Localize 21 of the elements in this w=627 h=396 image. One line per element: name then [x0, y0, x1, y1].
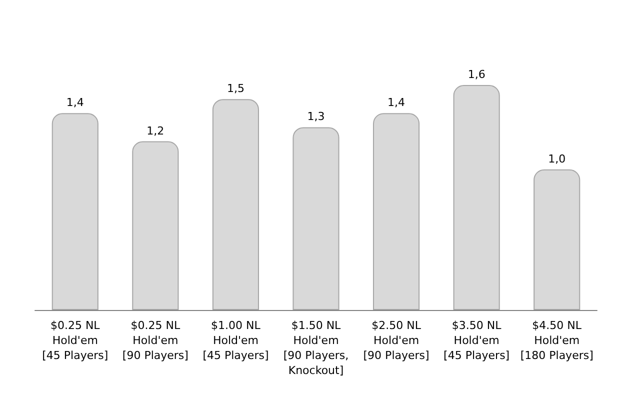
bar [292, 127, 340, 310]
x-tick-label: $4.50 NL Hold'em [180 Players] [520, 319, 594, 362]
bar [534, 169, 580, 310]
x-tick-label: $2.50 NL Hold'em [90 Players] [363, 319, 430, 362]
bar [132, 141, 179, 310]
data-label: 1,6 [468, 68, 486, 81]
x-tick-label: $3.50 NL Hold'em [45 Players] [444, 319, 510, 362]
bar [212, 99, 259, 310]
data-label: 1,5 [226, 82, 244, 96]
data-label: 1,3 [307, 110, 325, 124]
x-tick-label: $1.50 NL Hold'em [90 Players, Knockout] [283, 319, 349, 377]
bar [52, 113, 98, 310]
x-tick-label: $0.25 NL Hold'em [90 Players] [122, 319, 188, 362]
data-label: 1,0 [548, 152, 566, 166]
x-tick-label: $0.25 NL Hold'em [45 Players] [42, 319, 108, 362]
data-label: 1,2 [146, 124, 164, 138]
data-label: 1,4 [388, 96, 406, 110]
data-label: 1,4 [66, 96, 84, 110]
bar [373, 113, 420, 310]
x-tick-label: $1.00 NL Hold'em [45 Players] [202, 319, 269, 362]
bar [453, 85, 500, 310]
